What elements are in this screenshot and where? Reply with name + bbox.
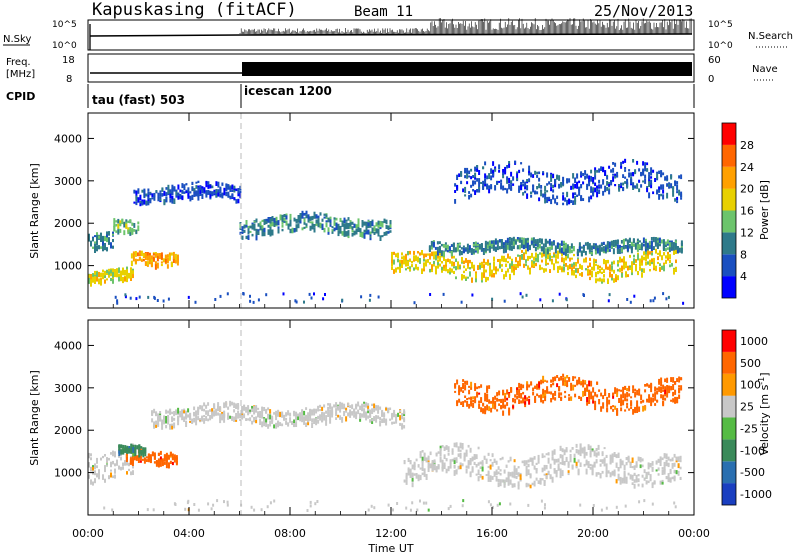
colorbar-swatch-3 <box>722 439 736 462</box>
colorbar-swatch-5 <box>722 188 736 211</box>
cpid-segment-2: icescan 1200 <box>244 84 332 98</box>
cpid-segment-1: tau (fast) 503 <box>92 93 185 107</box>
colorbar-swatch-7 <box>722 144 736 167</box>
echo-region-1 <box>88 231 114 253</box>
velocity-cb-tick-5: -25 <box>740 422 758 435</box>
echo-region-5 <box>403 442 682 490</box>
freq-panel: Freq. [MHz] 18 8 60 0 Nave <box>6 53 778 85</box>
nsky-label: N.Sky <box>3 34 31 45</box>
date-title: 25/Nov/2013 <box>594 2 693 20</box>
time-axis: 00:00 04:00 08:00 12:00 16:00 20:00 00:00 <box>72 113 710 540</box>
echo-region-3 <box>118 443 147 458</box>
x-tick-label-7: 00:00 <box>678 527 710 540</box>
power-ylabel: Slant Range [km] <box>28 163 41 259</box>
velocity-colorbar-label: Velocity [m s-1] <box>757 372 771 455</box>
echo-region-6 <box>239 210 392 241</box>
colorbar-swatch-3 <box>722 232 736 255</box>
colorbar-swatch-8 <box>722 123 736 145</box>
echo-region-4 <box>130 250 179 270</box>
nsearch-tick-bottom: 10^0 <box>708 41 733 51</box>
echo-region-9 <box>454 158 683 206</box>
colorbar-swatch-4 <box>722 417 736 440</box>
power-cb-tick-20: 20 <box>740 183 754 196</box>
cpid-panel: CPID tau (fast) 503 icescan 1200 <box>6 84 695 108</box>
x-tick-label-2: 04:00 <box>173 527 205 540</box>
nave-tick-bottom: 0 <box>708 74 714 85</box>
power-cb-tick-16: 16 <box>740 205 754 218</box>
velocity-cb-tick-6: -100 <box>740 444 765 457</box>
echo-region-4 <box>151 400 406 430</box>
power-cb-tick-24: 24 <box>740 161 754 174</box>
x-tick-label-3: 08:00 <box>274 527 306 540</box>
power-cb-tick-12: 12 <box>740 226 754 239</box>
x-tick-label-5: 16:00 <box>476 527 508 540</box>
nsearch-tick-top: 10^5 <box>708 20 733 30</box>
colorbar-swatch-6 <box>722 373 736 396</box>
colorbar-swatch-1 <box>722 483 736 505</box>
velocity-panel: 1000 2000 3000 4000 Slant Range [km] 1000 50… <box>28 319 772 516</box>
echo-region-6 <box>454 373 683 416</box>
colorbar-swatch-7 <box>722 351 736 374</box>
cpid-label: CPID <box>6 90 35 103</box>
near-range-specks <box>114 292 685 305</box>
power-cb-tick-4: 4 <box>740 270 747 283</box>
velocity-cb-tick-4: 25 <box>740 401 754 414</box>
freq-label-1: Freq. <box>6 57 31 68</box>
power-colorbar: 4 8 12 16 20 24 28 <box>721 122 754 299</box>
y-tick-label-3000: 3000 <box>54 382 82 395</box>
velocity-ylabel: Slant Range [km] <box>28 370 41 466</box>
y-tick-label-2000: 2000 <box>54 424 82 437</box>
nsearch-label: N.Search <box>748 31 793 42</box>
y-tick-label-4000: 4000 <box>54 132 82 145</box>
velocity-colorbar: 1000 500 100 25 -25 -100 -500 -1000 <box>721 329 772 506</box>
y-tick-label-4000: 4000 <box>54 339 82 352</box>
station-title: Kapuskasing (fitACF) <box>92 0 297 20</box>
velocity-cb-tick-2: 500 <box>740 357 761 370</box>
nave-tick-top: 60 <box>708 55 721 66</box>
colorbar-swatch-6 <box>722 166 736 189</box>
beam-title: Beam 11 <box>354 4 413 20</box>
echo-region-5 <box>133 180 242 207</box>
y-tick-label-1000: 1000 <box>54 467 82 480</box>
echo-region-8 <box>428 236 683 258</box>
nsky-tick-bottom: 10^0 <box>52 41 77 51</box>
x-tick-label-4: 12:00 <box>375 527 407 540</box>
nave-label: Nave <box>752 64 778 75</box>
echo-region-3 <box>113 218 140 236</box>
x-tick-label-6: 20:00 <box>577 527 609 540</box>
echo-region-7 <box>391 248 677 284</box>
colorbar-swatch-2 <box>722 254 736 277</box>
y-tick-label-3000: 3000 <box>54 175 82 188</box>
colorbar-swatch-4 <box>722 210 736 233</box>
colorbar-swatch-1 <box>722 276 736 298</box>
freq-tick-top: 18 <box>62 55 75 66</box>
power-cb-tick-8: 8 <box>740 248 747 261</box>
y-tick-label-1000: 1000 <box>54 260 82 273</box>
power-colorbar-label: Power [dB] <box>758 180 771 240</box>
freq-label-2: [MHz] <box>6 69 35 80</box>
nsky-tick-top: 10^5 <box>52 20 77 30</box>
y-tick-label-2000: 2000 <box>54 217 82 230</box>
colorbar-swatch-5 <box>722 395 736 418</box>
power-panel: 1000 2000 3000 4000 Slant Range [km] 4 8 12 16… <box>28 112 771 309</box>
colorbar-swatch-2 <box>722 461 736 484</box>
colorbar-swatch-8 <box>722 330 736 352</box>
nsky-trace <box>239 18 692 34</box>
velocity-cb-tick-1: 1000 <box>740 335 768 348</box>
x-tick-label-1: 00:00 <box>72 527 104 540</box>
nsky-panel: N.Sky 10^5 10^0 10^5 10^0 N.Search <box>3 18 793 51</box>
velocity-cb-tick-3: 100 <box>740 379 761 392</box>
echo-region-2 <box>88 266 134 287</box>
velocity-cb-tick-8: -1000 <box>740 488 772 501</box>
power-cb-tick-28: 28 <box>740 139 754 152</box>
time-axis-label: Time UT <box>367 542 413 554</box>
velocity-cb-tick-7: -500 <box>740 466 765 479</box>
freq-tick-bottom: 8 <box>66 74 72 85</box>
